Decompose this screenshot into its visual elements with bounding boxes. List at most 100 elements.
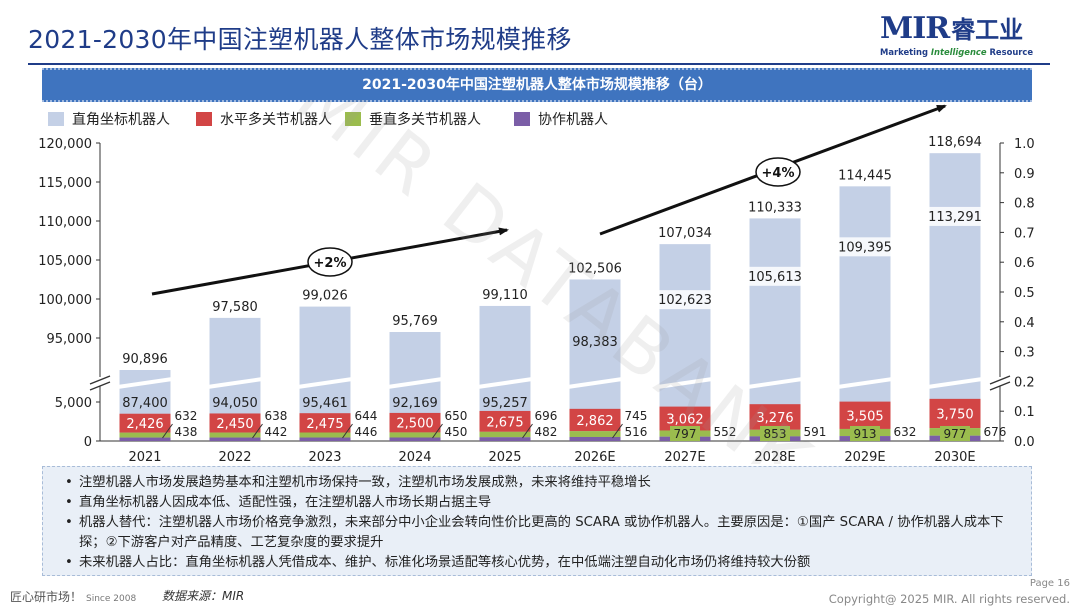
bar-cobot — [119, 437, 171, 441]
bar-break-mark — [567, 377, 623, 389]
legend-label: 协作机器人 — [538, 112, 608, 128]
total-label: 97,580 — [212, 300, 258, 315]
cartesian-value-label: 109,395 — [838, 240, 892, 255]
chart-bars — [117, 153, 983, 441]
vertical-value-label: 650 — [445, 409, 468, 423]
horizontal-value-label: 3,750 — [936, 407, 973, 422]
axis-break-mark — [989, 381, 1011, 391]
footer-slogan: 匠心研市场！ Since 2008 — [10, 590, 137, 604]
y2-tick-label: 0.0 — [1014, 435, 1035, 450]
horizontal-value-label: 2,862 — [576, 414, 613, 429]
footer-since: Since 2008 — [86, 594, 137, 604]
y-tick-label: 105,000 — [38, 254, 92, 269]
value-label-bg — [834, 237, 896, 257]
bar-cobot — [209, 437, 261, 441]
bar-cobot — [299, 437, 351, 441]
bar-cartesian — [749, 218, 801, 441]
x-tick-label: 2024 — [398, 450, 431, 464]
logo-cn-text: 睿工业 — [951, 16, 1024, 44]
logo-tagline: Marketing Intelligence Resource — [880, 47, 1034, 57]
page-title: 2021-2030年中国注塑机器人整体市场规模推移 — [28, 25, 572, 54]
y-tick-label: 100,000 — [38, 293, 92, 308]
axis-break-mark — [89, 381, 111, 391]
y2-tick-label: 0.1 — [1014, 405, 1035, 420]
cartesian-value-label: 105,613 — [748, 270, 802, 285]
y2-tick-label: 0.3 — [1014, 346, 1035, 361]
horizontal-value-label: 3,505 — [846, 409, 883, 424]
note-item: 未来机器人占比：直角坐标机器人凭借成本、维护、标准化场景适配等核心优势，在中低端… — [65, 553, 1021, 573]
x-tick-label: 2021 — [128, 450, 161, 464]
bar-break-mark — [747, 377, 803, 389]
total-label: 114,445 — [838, 168, 892, 183]
bar-horizontal — [209, 413, 261, 433]
value-label-bg — [744, 266, 806, 286]
bar-horizontal — [119, 413, 171, 433]
note-item: 机器人替代：注塑机器人市场价格竞争激烈，未来部分中小企业会转向性价比更高的 SC… — [65, 513, 1021, 553]
y2-tick-label: 1.0 — [1014, 137, 1035, 152]
page-number: Page 16 — [1029, 578, 1070, 589]
horizontal-value-label: 2,500 — [396, 417, 433, 432]
stacked-bar-chart: 直角坐标机器人 水平多关节机器人 垂直多关节机器人 协作机器人 0 5,000 95,00… — [38, 100, 1035, 464]
growth-badge — [307, 247, 353, 277]
vertical-value-label: 913 — [854, 427, 877, 441]
y-tick-label: 115,000 — [38, 176, 92, 191]
x-tick-label: 2022 — [218, 450, 251, 464]
bar-cartesian — [839, 186, 891, 441]
cobot-value-label: 438 — [175, 425, 198, 439]
bar-break-mark — [477, 377, 533, 389]
horizontal-value-label: 2,426 — [126, 417, 163, 432]
bar-horizontal — [839, 401, 891, 429]
cobot-value-label: 442 — [265, 425, 288, 439]
y-tick-label: 5,000 — [55, 396, 92, 411]
legend-label: 垂直多关节机器人 — [369, 111, 481, 128]
cobot-value-label: 552 — [714, 425, 737, 439]
x-tick-label: 2025 — [488, 450, 521, 464]
legend-label: 水平多关节机器人 — [220, 111, 332, 128]
axis-break-mark — [89, 375, 111, 385]
x-tick-label: 2029E — [844, 450, 885, 464]
bar-vertical — [299, 432, 351, 438]
y2-tick-label: 0.7 — [1014, 226, 1035, 241]
cobot-value-label: 446 — [355, 425, 378, 439]
note-item: 注塑机器人市场发展趋势基本和注塑机市场保持一致，注塑机市场发展成熟，未来将维持平… — [65, 473, 1021, 493]
vertical-value-label: 853 — [764, 427, 787, 441]
total-label: 118,694 — [928, 135, 982, 150]
bar-horizontal — [299, 413, 351, 433]
cartesian-value-label: 87,400 — [122, 396, 168, 411]
copyright-text: Copyright@ 2025 MIR. All rights reserved… — [828, 592, 1070, 606]
bar-vertical — [209, 432, 261, 438]
leader-line — [612, 423, 623, 439]
value-label-bg — [670, 426, 700, 441]
cartesian-value-label: 94,050 — [212, 396, 258, 411]
x-tick-label: 2028E — [754, 450, 795, 464]
cartesian-value-label: 95,461 — [302, 396, 348, 411]
bar-cobot — [479, 437, 531, 441]
axis-break-mark — [989, 375, 1011, 385]
vertical-value-label: 644 — [355, 409, 378, 423]
vertical-value-label: 632 — [175, 409, 198, 423]
horizontal-value-label: 3,062 — [666, 413, 703, 428]
bar-horizontal — [569, 408, 621, 432]
legend-swatch — [514, 112, 530, 126]
footer-source: 数据来源：MIR — [162, 589, 245, 603]
bar-break-mark — [657, 377, 713, 389]
bar-vertical — [389, 432, 441, 438]
value-label-bg — [924, 206, 986, 226]
vertical-value-label: 696 — [535, 409, 558, 423]
cobot-value-label: 676 — [984, 425, 1007, 439]
axis-break-gap — [94, 377, 106, 386]
chart-title-banner: 2021-2030年中国注塑机器人整体市场规模推移（台） — [42, 68, 1032, 102]
cartesian-value-label: 102,623 — [658, 293, 712, 308]
value-label-bg — [940, 426, 970, 441]
cartesian-value-label: 98,383 — [572, 335, 618, 350]
cobot-value-label: 516 — [625, 425, 648, 439]
bar-break-mark — [387, 377, 443, 389]
bar-horizontal — [659, 406, 711, 431]
cobot-value-label: 450 — [445, 425, 468, 439]
vertical-value-label: 977 — [944, 427, 967, 441]
cobot-value-label: 632 — [894, 425, 917, 439]
cobot-value-label: 591 — [804, 425, 827, 439]
horizontal-value-label: 2,675 — [486, 415, 523, 430]
bar-vertical — [119, 432, 171, 438]
leader-line — [162, 423, 173, 439]
